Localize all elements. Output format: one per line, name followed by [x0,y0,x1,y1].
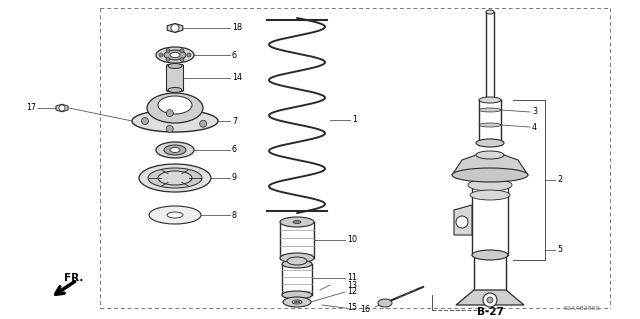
Circle shape [166,110,173,117]
Text: 6: 6 [232,50,237,60]
Text: 6: 6 [232,145,237,154]
Ellipse shape [287,257,307,265]
Ellipse shape [168,87,182,93]
Text: 13: 13 [347,280,357,290]
Ellipse shape [479,123,501,127]
Ellipse shape [158,96,192,114]
Ellipse shape [472,250,508,260]
Circle shape [59,105,65,111]
Ellipse shape [164,145,186,155]
Circle shape [180,57,184,61]
Ellipse shape [149,206,201,224]
Polygon shape [452,155,528,175]
Ellipse shape [479,97,501,103]
Text: 7: 7 [232,116,237,125]
Ellipse shape [292,300,302,304]
Ellipse shape [378,299,392,307]
Circle shape [180,49,184,53]
Text: 9: 9 [232,174,237,182]
Circle shape [487,297,493,303]
Ellipse shape [148,168,202,188]
Circle shape [159,53,163,57]
Ellipse shape [132,110,218,132]
Ellipse shape [170,53,180,57]
Text: 15: 15 [347,303,357,313]
Polygon shape [56,104,68,112]
Ellipse shape [280,217,314,227]
Ellipse shape [147,93,203,123]
Ellipse shape [280,253,314,263]
Ellipse shape [168,63,182,69]
Text: B-27: B-27 [477,307,504,317]
Text: 8: 8 [232,211,237,219]
Ellipse shape [282,291,312,299]
Ellipse shape [164,50,186,60]
Circle shape [141,117,148,124]
Circle shape [456,216,468,228]
Ellipse shape [470,190,510,200]
Text: 10: 10 [347,235,357,244]
Circle shape [483,293,497,307]
Text: 3: 3 [532,108,537,116]
Ellipse shape [283,297,311,307]
Ellipse shape [476,151,504,159]
Circle shape [166,57,170,61]
Ellipse shape [170,147,180,152]
Text: 4: 4 [532,122,537,131]
Circle shape [166,125,173,132]
Ellipse shape [294,301,300,303]
Ellipse shape [476,139,504,147]
Ellipse shape [479,108,501,112]
Circle shape [166,49,170,53]
FancyBboxPatch shape [166,64,184,92]
Ellipse shape [158,171,192,185]
Polygon shape [167,24,183,33]
Ellipse shape [486,10,494,14]
Ellipse shape [464,167,516,183]
Polygon shape [456,290,524,305]
Circle shape [171,24,179,32]
Text: 5: 5 [557,246,562,255]
Ellipse shape [452,168,528,182]
Ellipse shape [156,142,194,158]
Ellipse shape [156,47,194,63]
Text: 14: 14 [232,73,242,83]
Circle shape [187,53,191,57]
Text: 11: 11 [347,273,357,283]
Text: 12: 12 [347,287,357,296]
Circle shape [200,120,207,127]
Text: 17: 17 [26,103,36,113]
Text: FR.: FR. [64,273,83,283]
Ellipse shape [167,212,183,218]
Text: 16: 16 [360,306,370,315]
Text: 18: 18 [232,24,242,33]
Text: 1: 1 [352,115,357,124]
Ellipse shape [282,260,312,268]
Ellipse shape [293,220,301,224]
Text: 2: 2 [557,175,562,184]
Ellipse shape [139,164,211,192]
Ellipse shape [468,179,512,191]
Polygon shape [454,205,472,235]
Text: S2AAB2800: S2AAB2800 [564,306,600,310]
